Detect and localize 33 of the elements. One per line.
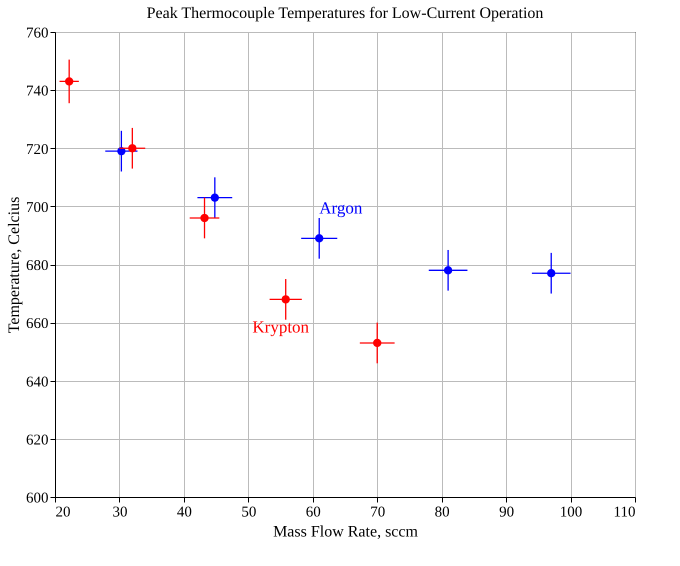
x-tick-label: 110 (614, 504, 636, 520)
x-tick-label: 70 (370, 504, 386, 520)
point (547, 269, 556, 278)
point (373, 338, 382, 348)
y-tick-label: 760 (26, 26, 48, 42)
y-tick-label: 740 (26, 84, 48, 100)
x-axis-title: Mass Flow Rate, sccm (273, 524, 418, 540)
x-tick-label: 90 (499, 504, 514, 520)
x-tick-label: 30 (112, 504, 128, 520)
y-axis-title: Temperature, Celcius (6, 196, 23, 334)
x-tick-label: 100 (560, 504, 582, 520)
point (315, 234, 324, 243)
x-tick-label: 20 (56, 504, 70, 520)
y-tick-label: 680 (26, 258, 48, 274)
point (282, 295, 290, 304)
x-tick-label: 60 (306, 504, 321, 520)
point (444, 266, 452, 274)
y-tick-label: 700 (26, 200, 48, 216)
point (210, 193, 220, 202)
x-tick-label: 50 (241, 504, 256, 520)
y-tick-label: 720 (26, 142, 48, 158)
y-tick-label: 660 (26, 316, 48, 332)
x-tick-label: 40 (176, 504, 192, 520)
point (200, 214, 209, 222)
series-label: Argon (319, 198, 363, 218)
y-tick-label: 640 (26, 374, 48, 390)
chart-title: Peak Thermocouple Temperatures for Low-Current Operation (146, 5, 544, 22)
point (64, 77, 74, 86)
series-label: Krypton (252, 317, 310, 336)
y-tick-label: 620 (26, 432, 48, 448)
x-tick-label: 80 (434, 504, 450, 520)
point (128, 144, 137, 152)
y-tick-label: 600 (26, 490, 48, 506)
